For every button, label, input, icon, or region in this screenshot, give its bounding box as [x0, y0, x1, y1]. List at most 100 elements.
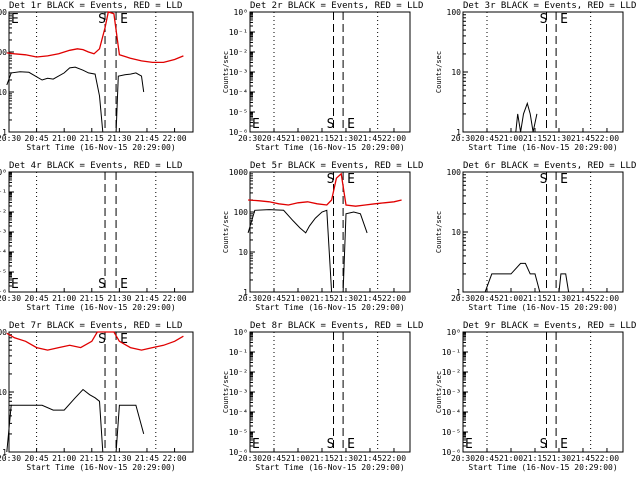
end-marker-label-left: E — [11, 12, 19, 27]
panel-title: Det 2r BLACK = Events, RED = LLD — [250, 1, 423, 11]
panel-title: Det 9r BLACK = Events, RED = LLD — [463, 321, 636, 331]
y-tick-label: 10 — [451, 228, 461, 237]
x-tick-label: 20:30 — [451, 294, 475, 303]
x-tick-label: 20:45 — [475, 454, 499, 463]
x-tick-label: 22:00 — [382, 134, 406, 143]
panel-title: Det 8r BLACK = Events, RED = LLD — [250, 321, 423, 331]
x-tick-label: 20:45 — [262, 454, 286, 463]
x-tick-label: 21:30 — [107, 134, 131, 143]
panel-title: Det 1r BLACK = Events, RED = LLD — [9, 1, 182, 11]
y-tick-label: 1 — [2, 128, 7, 137]
y-tick-label: 10⁻⁶ — [229, 448, 248, 457]
x-tick-label: 21:30 — [547, 134, 571, 143]
y-axis-label: Counts/sec — [222, 51, 230, 93]
x-axis-label: Start Time (16-Nov-15 20:29:00) — [26, 143, 175, 152]
y-tick-label: 10⁻² — [0, 208, 7, 217]
x-tick-label: 21:00 — [499, 454, 523, 463]
end-marker-label-left: E — [11, 277, 19, 292]
x-tick-label: 21:15 — [80, 134, 104, 143]
y-tick-label: 1000 — [229, 168, 248, 177]
x-tick-label: 21:15 — [523, 134, 547, 143]
x-tick-label: 20:30 — [451, 454, 475, 463]
end-marker-label: E — [120, 332, 128, 347]
x-tick-label: 21:00 — [52, 134, 76, 143]
y-tick-label: 10⁻⁵ — [442, 428, 461, 437]
x-tick-label: 22:00 — [595, 134, 619, 143]
y-tick-label: 10⁻² — [229, 48, 248, 57]
y-tick-label: 100 — [0, 48, 7, 57]
x-tick-label: 22:00 — [382, 454, 406, 463]
y-tick-label: 10⁻¹ — [229, 28, 248, 37]
y-tick-label: 10⁻⁵ — [0, 268, 7, 277]
x-axis-label: Start Time (16-Nov-15 20:29:00) — [255, 143, 404, 152]
start-marker-label: S — [98, 277, 106, 292]
x-axis-label: Start Time (16-Nov-15 20:29:00) — [468, 303, 617, 312]
x-tick-label: 21:30 — [107, 294, 131, 303]
end-marker-label: E — [120, 12, 128, 27]
panel-4: Det 4r BLACK = Events, RED = LLD 20:30 20:… — [0, 161, 194, 312]
y-tick-label: 100 — [447, 8, 462, 17]
y-tick-label: 10⁻¹ — [229, 348, 248, 357]
x-tick-label: 21:00 — [499, 294, 523, 303]
x-tick-label: 20:30 — [238, 134, 262, 143]
x-tick-label: 21:30 — [547, 294, 571, 303]
y-tick-label: 10⁻⁴ — [442, 408, 461, 417]
y-tick-label: 10⁻⁶ — [0, 288, 7, 297]
x-tick-label: 21:00 — [499, 134, 523, 143]
y-tick-label: 10⁰ — [234, 8, 248, 17]
x-tick-label: 22:00 — [595, 294, 619, 303]
start-marker-label: S — [98, 12, 106, 27]
start-marker-label: S — [540, 172, 548, 187]
start-marker-label: S — [540, 12, 548, 27]
events-series-line — [6, 388, 145, 453]
y-tick-label: 10⁻⁵ — [229, 428, 248, 437]
x-tick-label: 21:30 — [334, 134, 358, 143]
start-marker-label: S — [327, 437, 335, 452]
x-axis-label: Start Time (16-Nov-15 20:29:00) — [255, 463, 404, 472]
x-tick-label: 21:15 — [523, 454, 547, 463]
x-tick-label: 21:15 — [523, 294, 547, 303]
y-tick-label: 10⁰ — [447, 328, 461, 337]
panel-7: Det 7r BLACK = Events, RED = LLD 20:30 20:… — [0, 321, 194, 472]
x-tick-label: 21:45 — [135, 454, 159, 463]
x-axis-label: Start Time (16-Nov-15 20:29:00) — [468, 143, 617, 152]
x-tick-label: 21:15 — [310, 134, 334, 143]
y-tick-label: 100 — [0, 328, 7, 337]
end-marker-label: E — [560, 12, 568, 27]
x-tick-label: 20:45 — [25, 134, 49, 143]
end-marker-label: E — [120, 277, 128, 292]
y-tick-label: 10⁻³ — [442, 388, 461, 397]
y-tick-label: 10 — [0, 388, 7, 397]
panel-1: Det 1r BLACK = Events, RED = LLD 20:30 20:… — [0, 1, 194, 152]
x-tick-label: 21:00 — [286, 454, 310, 463]
y-tick-label: 10⁻² — [442, 368, 461, 377]
x-tick-label: 20:45 — [25, 294, 49, 303]
x-tick-label: 21:30 — [547, 454, 571, 463]
x-tick-label: 21:45 — [571, 134, 595, 143]
end-marker-label-left: E — [465, 437, 473, 452]
x-tick-label: 20:45 — [262, 134, 286, 143]
y-tick-label: 10⁰ — [0, 168, 7, 177]
y-tick-label: 10⁻³ — [229, 388, 248, 397]
x-tick-label: 22:00 — [163, 294, 187, 303]
y-tick-label: 10⁻³ — [229, 68, 248, 77]
lld-series-line — [6, 11, 184, 64]
end-marker-label: E — [560, 172, 568, 187]
start-marker-label: S — [540, 437, 548, 452]
panel-title: Det 3r BLACK = Events, RED = LLD — [463, 1, 636, 11]
x-tick-label: 20:45 — [475, 294, 499, 303]
x-tick-label: 22:00 — [163, 454, 187, 463]
y-tick-label: 10⁻¹ — [442, 348, 461, 357]
panel-3: Det 3r BLACK = Events, RED = LLD 20:30 20:… — [435, 1, 636, 152]
x-tick-label: 21:45 — [358, 294, 382, 303]
y-axis-label: Counts/sec — [435, 371, 443, 413]
x-tick-label: 21:00 — [286, 134, 310, 143]
x-axis-label: Start Time (16-Nov-15 20:29:00) — [26, 463, 175, 472]
x-tick-label: 21:45 — [358, 454, 382, 463]
y-axis-label: Counts/sec — [435, 211, 443, 253]
x-tick-label: 20:30 — [238, 294, 262, 303]
end-marker-label: E — [347, 172, 355, 187]
y-tick-label: 10 — [451, 68, 461, 77]
y-tick-label: 10⁻⁶ — [442, 448, 461, 457]
